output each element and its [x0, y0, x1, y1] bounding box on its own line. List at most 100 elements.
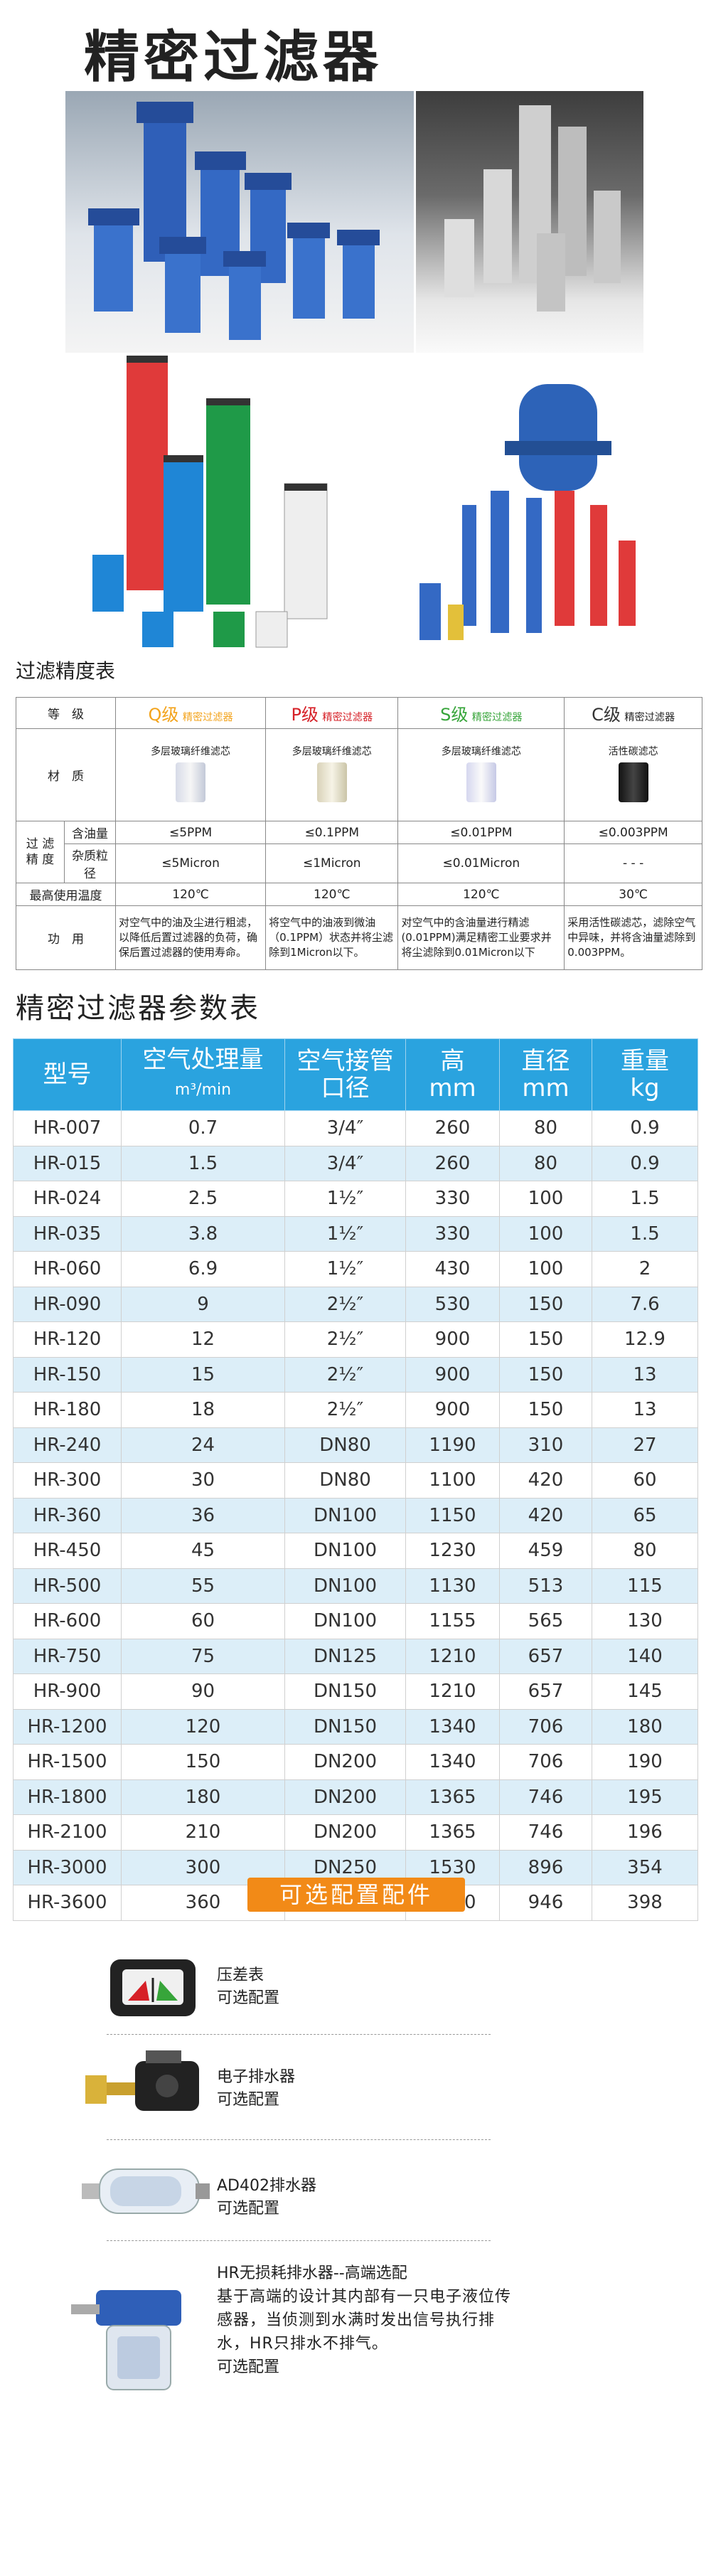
cell-dia: 706 [499, 1708, 592, 1745]
grade-p: P级 精密过滤器 [265, 697, 399, 729]
table-row: HR-015 1.5 3/4″ 260 80 0.9 [13, 1145, 698, 1181]
cell-height: 330 [405, 1215, 500, 1252]
cell-flow: 12 [121, 1321, 285, 1358]
cell-flow: 1.5 [121, 1145, 285, 1181]
cell-port: DN80 [284, 1427, 406, 1463]
table-row: HR-300 30 DN80 1100 420 60 [13, 1462, 698, 1499]
material-c: 活性碳滤芯 [564, 728, 702, 821]
col-weight: 重量 kg [592, 1038, 698, 1111]
cell-height: 1130 [405, 1568, 500, 1604]
cell-port: DN100 [284, 1533, 406, 1569]
cell-weight: 13 [592, 1392, 698, 1428]
cell-weight: 196 [592, 1814, 698, 1851]
cell-weight: 12.9 [592, 1321, 698, 1358]
table-row: HR-240 24 DN80 1190 310 27 [13, 1427, 698, 1463]
table-row: HR-600 60 DN100 1155 565 130 [13, 1603, 698, 1639]
cell-weight: 354 [592, 1849, 698, 1885]
cell-dia: 746 [499, 1814, 592, 1851]
cell-port: DN100 [284, 1603, 406, 1639]
table-row: HR-180 18 2½″ 900 150 13 [13, 1392, 698, 1428]
cell-weight: 398 [592, 1885, 698, 1921]
cell-flow: 90 [121, 1673, 285, 1710]
cell-weight: 180 [592, 1708, 698, 1745]
cell-port: 2½″ [284, 1286, 406, 1322]
cell-height: 1365 [405, 1814, 500, 1851]
page-title: 精密过滤器 [84, 26, 383, 90]
cell-model: HR-3600 [13, 1885, 122, 1921]
col-port: 空气接管 口径 [284, 1038, 406, 1111]
cell-height: 1155 [405, 1603, 500, 1639]
blue-filter-housings-photo [65, 91, 414, 353]
accessory-electronic-drain: 电子排水器 可选配置 [217, 2068, 296, 2109]
cell-weight: 65 [592, 1497, 698, 1533]
max-temp-label: 最高使用温度 [16, 883, 116, 906]
grade-q: Q级 精密过滤器 [114, 697, 267, 729]
cell-weight: 13 [592, 1356, 698, 1393]
cell-dia: 100 [499, 1251, 592, 1287]
cell-model: HR-450 [13, 1533, 122, 1569]
cell-model: HR-060 [13, 1251, 122, 1287]
cell-dia: 100 [499, 1215, 592, 1252]
optional-accessories-banner: 可选配置配件 [247, 1878, 465, 1912]
cell-weight: 130 [592, 1603, 698, 1639]
cell-flow: 180 [121, 1779, 285, 1815]
particle-q: ≤5Micron [114, 843, 267, 883]
table-row: HR-360 36 DN100 1150 420 65 [13, 1497, 698, 1533]
function-label: 功 用 [16, 905, 116, 970]
cell-height: 530 [405, 1286, 500, 1322]
cell-height: 900 [405, 1321, 500, 1358]
cell-flow: 9 [121, 1286, 285, 1322]
electronic-drain-image [82, 2047, 210, 2125]
particle-p: ≤1Micron [265, 843, 399, 883]
col-dia: 直径 mm [499, 1038, 592, 1111]
cell-port: 1½″ [284, 1181, 406, 1217]
grade-label: 等 级 [16, 697, 116, 729]
cell-model: HR-360 [13, 1497, 122, 1533]
table-row: HR-750 75 DN125 1210 657 140 [13, 1638, 698, 1674]
table-row: HR-120 12 2½″ 900 150 12.9 [13, 1321, 698, 1358]
cell-port: DN200 [284, 1779, 406, 1815]
oil-label: 含油量 [64, 821, 116, 844]
function-q: 对空气中的油及尘进行粗滤，以降低后置过滤器的负荷，确保后置过滤器的使用寿命。 [114, 905, 267, 970]
cell-height: 1340 [405, 1744, 500, 1780]
cell-height: 1230 [405, 1533, 500, 1569]
cell-height: 900 [405, 1392, 500, 1428]
oil-c: ≤0.003PPM [564, 821, 702, 844]
particle-s: ≤0.01Micron [397, 843, 565, 883]
cell-port: 2½″ [284, 1392, 406, 1428]
pressure-gauge-image [107, 1952, 199, 2023]
cell-height: 430 [405, 1251, 500, 1287]
cell-port: 3/4″ [284, 1145, 406, 1181]
cell-model: HR-2100 [13, 1814, 122, 1851]
cell-dia: 896 [499, 1849, 592, 1885]
cell-dia: 657 [499, 1673, 592, 1710]
table-row: HR-1500 150 DN200 1340 706 190 [13, 1744, 698, 1780]
cell-port: 1½″ [284, 1215, 406, 1252]
cell-dia: 746 [499, 1779, 592, 1815]
cell-flow: 150 [121, 1744, 285, 1780]
cell-height: 1100 [405, 1462, 500, 1499]
particle-c: - - - [564, 843, 702, 883]
function-s: 对空气中的含油量进行精滤(0.01PPM)满足精密工业要求并将尘滤除到0.01M… [397, 905, 565, 970]
cell-port: DN150 [284, 1708, 406, 1745]
cell-weight: 145 [592, 1673, 698, 1710]
cell-port: DN200 [284, 1814, 406, 1851]
cell-dia: 706 [499, 1744, 592, 1780]
cartridge-icon [316, 762, 347, 802]
cell-height: 1340 [405, 1708, 500, 1745]
cell-flow: 3.8 [121, 1215, 285, 1252]
cell-port: 2½″ [284, 1356, 406, 1393]
table-row: HR-2100 210 DN200 1365 746 196 [13, 1814, 698, 1851]
ad402-drain-image [78, 2159, 213, 2223]
table-row: HR-1200 120 DN150 1340 706 180 [13, 1708, 698, 1745]
cell-dia: 565 [499, 1603, 592, 1639]
divider [107, 2139, 491, 2140]
cell-weight: 0.9 [592, 1110, 698, 1146]
material-q: 多层玻璃纤维滤芯 [114, 728, 267, 821]
cell-weight: 7.6 [592, 1286, 698, 1322]
cell-port: 1½″ [284, 1251, 406, 1287]
oil-s: ≤0.01PPM [397, 821, 565, 844]
cell-weight: 140 [592, 1638, 698, 1674]
material-s: 多层玻璃纤维滤芯 [397, 728, 565, 821]
cell-model: HR-750 [13, 1638, 122, 1674]
